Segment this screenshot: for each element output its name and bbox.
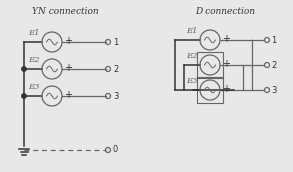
Text: E3: E3	[187, 77, 198, 85]
Text: +: +	[222, 34, 230, 44]
Text: E1: E1	[28, 29, 40, 37]
Text: 2: 2	[113, 64, 118, 73]
Bar	[197, 52, 223, 78]
Text: 1: 1	[271, 35, 276, 45]
Text: 1: 1	[113, 37, 118, 46]
Text: D connection: D connection	[195, 7, 255, 16]
Text: E3: E3	[28, 83, 40, 91]
Text: 0: 0	[113, 146, 118, 154]
Text: +: +	[64, 90, 72, 100]
Bar	[197, 77, 223, 103]
Text: +: +	[222, 59, 230, 69]
Circle shape	[22, 67, 26, 71]
Text: E1: E1	[187, 27, 198, 35]
Text: 3: 3	[271, 85, 276, 94]
Text: +: +	[64, 36, 72, 46]
Text: E2: E2	[187, 52, 198, 60]
Text: +: +	[222, 84, 230, 94]
Text: 3: 3	[113, 92, 118, 100]
Circle shape	[22, 94, 26, 98]
Text: 2: 2	[271, 61, 276, 69]
Text: +: +	[64, 63, 72, 73]
Text: E2: E2	[28, 56, 40, 64]
Text: YN connection: YN connection	[32, 7, 98, 16]
